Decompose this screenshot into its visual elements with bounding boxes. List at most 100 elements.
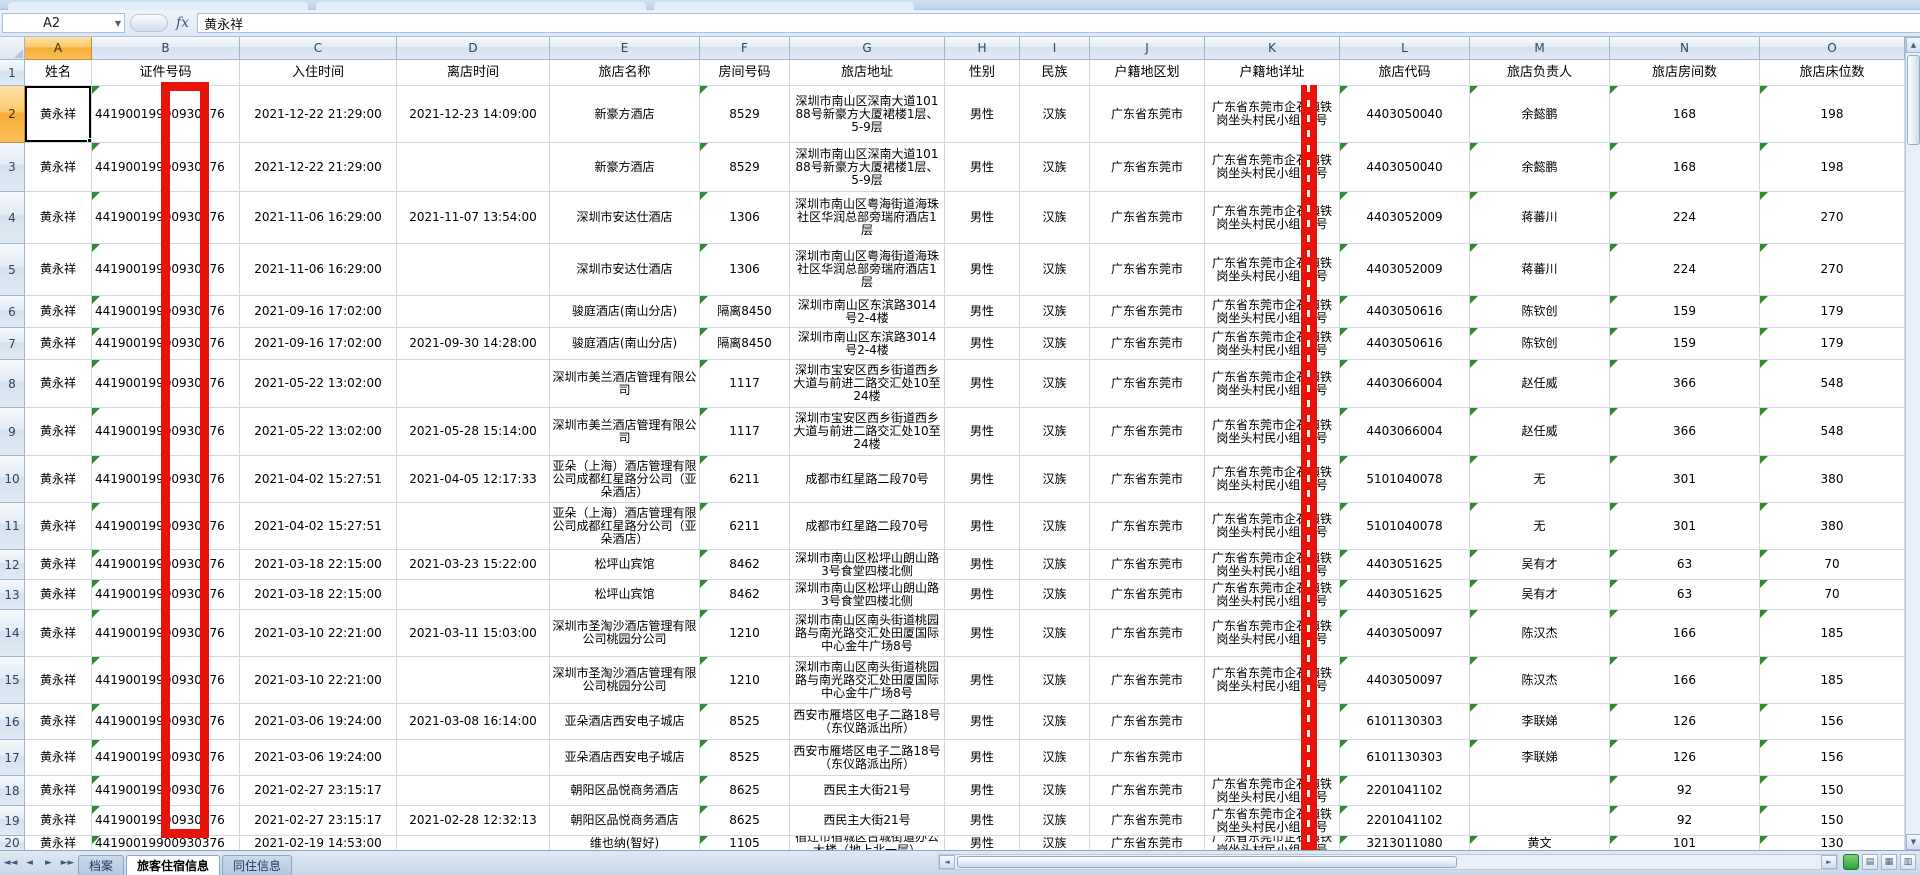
cell-F8[interactable]: 1117 [700,360,790,408]
cell-O19[interactable]: 150 [1760,806,1905,836]
row-header-9[interactable]: 9 [0,408,25,456]
cell-C10[interactable]: 2021-04-02 15:27:51 [240,456,397,503]
cell-B12[interactable]: 44190019900930376 [92,550,240,580]
cell-J6[interactable]: 广东省东莞市 [1090,296,1205,328]
formula-input[interactable]: 黄永祥 [197,13,1920,33]
cell-E7[interactable]: 骏庭酒店(南山分店) [550,328,700,360]
cell-G16[interactable]: 西安市雁塔区电子二路18号（东仪路派出所） [790,704,945,740]
cell-I1[interactable]: 民族 [1020,60,1090,86]
cell-I2[interactable]: 汉族 [1020,86,1090,143]
cell-J20[interactable]: 广东省东莞市 [1090,836,1205,850]
cell-E2[interactable]: 新豪方酒店 [550,86,700,143]
cell-D18[interactable] [397,776,550,806]
cell-M17[interactable]: 李联娣 [1470,740,1610,776]
column-header-C[interactable]: C [240,37,397,60]
cell-G14[interactable]: 深圳市南山区南头街道桃园路与南光路交汇处田厦国际中心金牛广场8号 [790,610,945,657]
cell-K6[interactable]: 广东省东莞市企石镇铁岗坐头村民小组10号 [1205,296,1340,328]
cell-B20[interactable]: 44190019900930376 [92,836,240,850]
cell-C18[interactable]: 2021-02-27 23:15:17 [240,776,397,806]
cell-M11[interactable]: 无 [1470,503,1610,550]
cell-O11[interactable]: 380 [1760,503,1905,550]
cell-D3[interactable] [397,143,550,192]
cell-A4[interactable]: 黄永祥 [25,192,92,244]
cell-E15[interactable]: 深圳市圣淘沙酒店管理有限公司桃园分公司 [550,657,700,704]
cell-F7[interactable]: 隔离8450 [700,328,790,360]
cell-D16[interactable]: 2021-03-08 16:14:00 [397,704,550,740]
column-header-F[interactable]: F [700,37,790,60]
cell-J5[interactable]: 广东省东莞市 [1090,244,1205,296]
cell-H15[interactable]: 男性 [945,657,1020,704]
column-header-D[interactable]: D [397,37,550,60]
cell-C1[interactable]: 入住时间 [240,60,397,86]
cell-H7[interactable]: 男性 [945,328,1020,360]
cell-H18[interactable]: 男性 [945,776,1020,806]
horizontal-scrollbar[interactable]: ◄ ► [938,854,1838,870]
cell-G9[interactable]: 深圳市宝安区西乡街道西乡大道与前进二路交汇处10至24楼 [790,408,945,456]
cell-A15[interactable]: 黄永祥 [25,657,92,704]
cell-D5[interactable] [397,244,550,296]
cell-K12[interactable]: 广东省东莞市企石镇铁岗坐头村民小组10号 [1205,550,1340,580]
cell-D9[interactable]: 2021-05-28 15:14:00 [397,408,550,456]
cell-N15[interactable]: 166 [1610,657,1760,704]
cell-G3[interactable]: 深圳市南山区深南大道10188号新豪方大厦裙楼1层、5-9层 [790,143,945,192]
cell-M1[interactable]: 旅店负责人 [1470,60,1610,86]
name-box-dropdown-icon[interactable]: ▼ [114,19,121,28]
cell-N9[interactable]: 366 [1610,408,1760,456]
cell-H8[interactable]: 男性 [945,360,1020,408]
cell-I18[interactable]: 汉族 [1020,776,1090,806]
cell-M12[interactable]: 吴有才 [1470,550,1610,580]
cell-G13[interactable]: 深圳市南山区松坪山朗山路3号食堂四楼北侧 [790,580,945,610]
cell-E12[interactable]: 松坪山宾馆 [550,550,700,580]
cell-B2[interactable]: 44190019900930376 [92,86,240,143]
cell-H1[interactable]: 性别 [945,60,1020,86]
cell-K9[interactable]: 广东省东莞市企石镇铁岗坐头村民小组10号 [1205,408,1340,456]
row-header-12[interactable]: 12 [0,550,25,580]
cell-C4[interactable]: 2021-11-06 16:29:00 [240,192,397,244]
cell-M8[interactable]: 赵任威 [1470,360,1610,408]
cell-K17[interactable] [1205,740,1340,776]
cell-O10[interactable]: 380 [1760,456,1905,503]
row-header-19[interactable]: 19 [0,806,25,836]
cell-A14[interactable]: 黄永祥 [25,610,92,657]
cell-L19[interactable]: 2201041102 [1340,806,1470,836]
cell-G5[interactable]: 深圳市南山区粤海街道海珠社区华润总部旁瑞府酒店1层 [790,244,945,296]
cell-F2[interactable]: 8529 [700,86,790,143]
cell-L17[interactable]: 6101130303 [1340,740,1470,776]
cell-O2[interactable]: 198 [1760,86,1905,143]
tab-lvke-zhusu-xinxi[interactable]: 旅客住宿信息 [126,854,221,875]
last-sheet-icon[interactable]: ►► [60,858,75,868]
column-header-B[interactable]: B [92,37,240,60]
cell-O14[interactable]: 185 [1760,610,1905,657]
green-status-icon[interactable] [1843,854,1859,870]
cell-G6[interactable]: 深圳市南山区东滨路3014号2-4楼 [790,296,945,328]
row-header-3[interactable]: 3 [0,143,25,192]
normal-view-icon[interactable]: ▤ [1862,854,1878,870]
cell-E19[interactable]: 朝阳区品悦商务酒店 [550,806,700,836]
cell-H20[interactable]: 男性 [945,836,1020,850]
name-box[interactable]: A2 ▼ [2,13,125,33]
cell-F20[interactable]: 1105 [700,836,790,850]
cell-B13[interactable]: 44190019900930376 [92,580,240,610]
cell-I5[interactable]: 汉族 [1020,244,1090,296]
vertical-scrollbar[interactable]: ▲ ▼ [1905,37,1920,850]
cell-D20[interactable] [397,836,550,850]
cell-I19[interactable]: 汉族 [1020,806,1090,836]
cell-K14[interactable]: 广东省东莞市企石镇铁岗坐头村民小组10号 [1205,610,1340,657]
cell-H3[interactable]: 男性 [945,143,1020,192]
cell-C9[interactable]: 2021-05-22 13:02:00 [240,408,397,456]
cell-B7[interactable]: 44190019900930376 [92,328,240,360]
cell-C17[interactable]: 2021-03-06 19:24:00 [240,740,397,776]
cell-D11[interactable] [397,503,550,550]
cell-L15[interactable]: 4403050097 [1340,657,1470,704]
cell-N11[interactable]: 301 [1610,503,1760,550]
cell-O1[interactable]: 旅店床位数 [1760,60,1905,86]
cell-B15[interactable]: 44190019900930376 [92,657,240,704]
tab-tongzhu-xinxi[interactable]: 同住信息 [222,855,293,875]
cell-C12[interactable]: 2021-03-18 22:15:00 [240,550,397,580]
cell-O9[interactable]: 548 [1760,408,1905,456]
cell-A18[interactable]: 黄永祥 [25,776,92,806]
cell-D2[interactable]: 2021-12-23 14:09:00 [397,86,550,143]
cell-J1[interactable]: 户籍地区划 [1090,60,1205,86]
cell-H12[interactable]: 男性 [945,550,1020,580]
row-header-7[interactable]: 7 [0,328,25,360]
